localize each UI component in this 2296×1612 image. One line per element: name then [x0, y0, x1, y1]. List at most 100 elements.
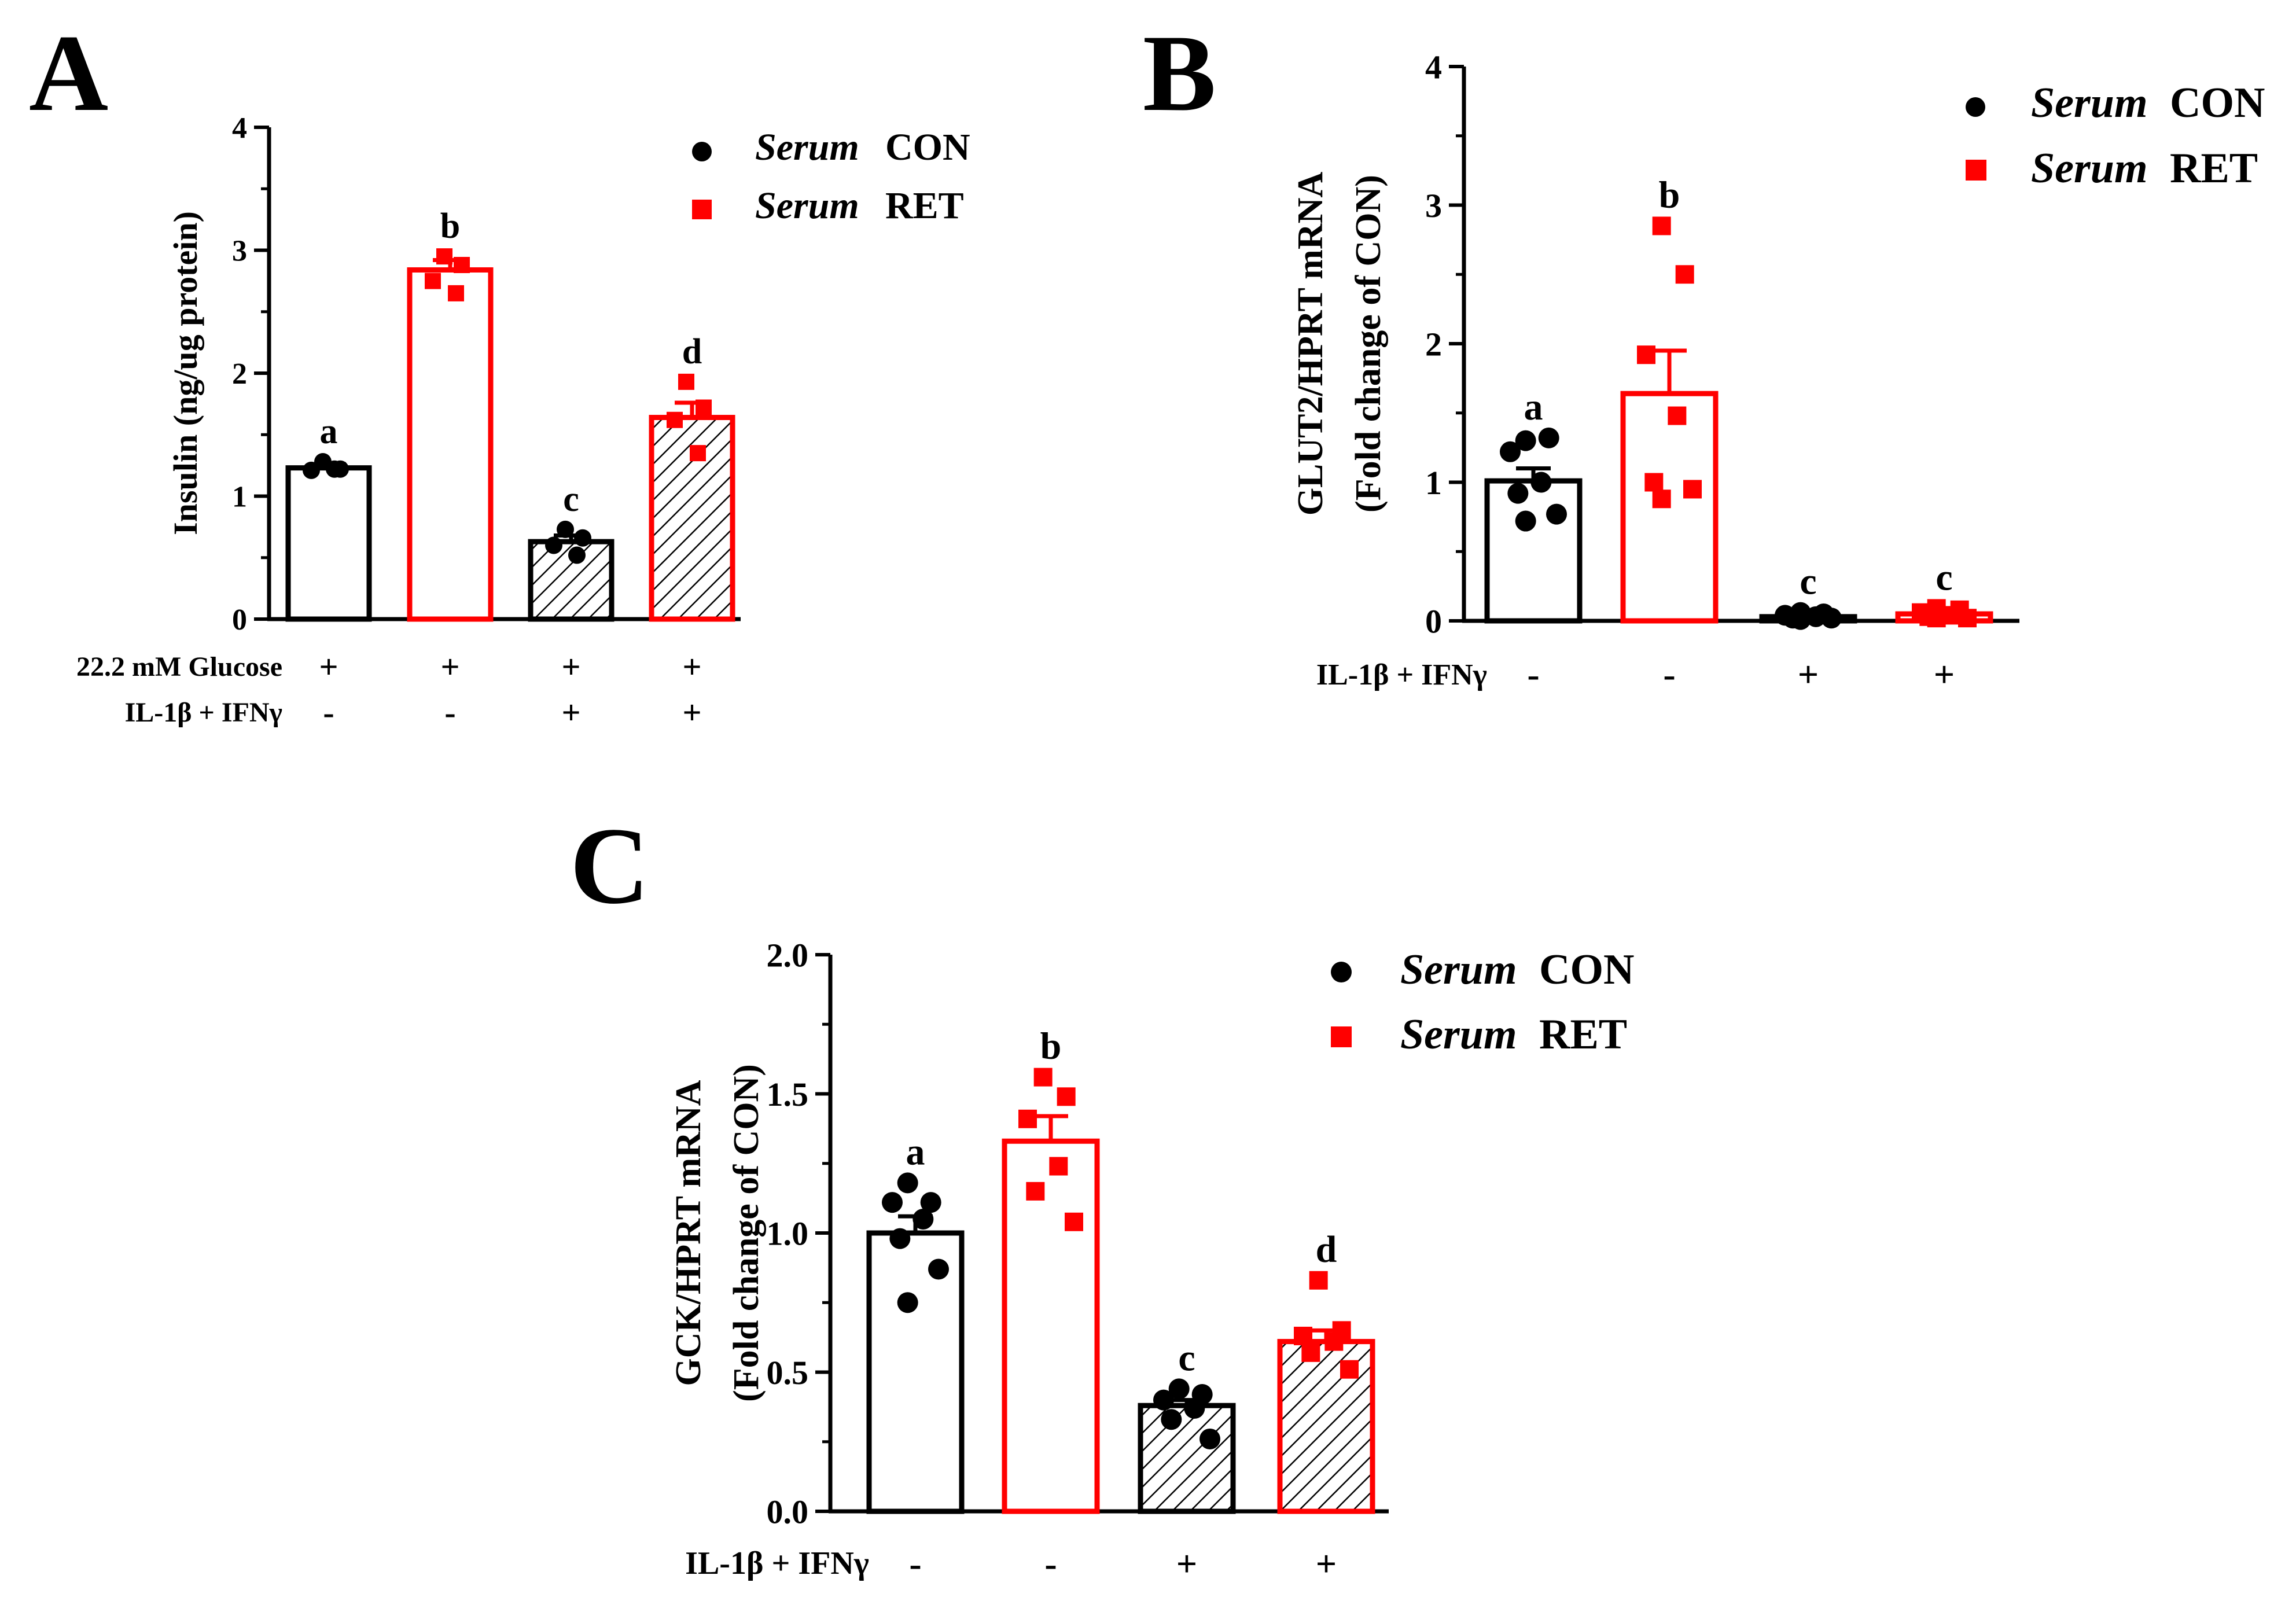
- panel-b-y-tick-label: 0: [1425, 602, 1442, 640]
- panel-c-bar: [866, 1230, 965, 1514]
- panel-c-condition-mark: -: [909, 1543, 921, 1584]
- panel-c-y-tick-label: 0.0: [767, 1493, 809, 1530]
- panel-a-condition-label: 22.2 mM Glucose: [76, 652, 282, 682]
- legend-a: Serum CON Serum RET: [692, 126, 970, 227]
- panel-b-significance-letter: a: [1524, 386, 1543, 428]
- panel-letter-c: C: [570, 805, 649, 927]
- panel-a-condition-mark: +: [561, 648, 580, 686]
- panel-c-condition-mark: -: [1044, 1543, 1057, 1584]
- legend-b-ret-label: RET: [2170, 145, 2258, 192]
- panel-a-data-point: [448, 285, 464, 301]
- legend-a-ret-label: RET: [885, 185, 964, 227]
- panel-b-data-point: [1515, 510, 1536, 532]
- panel-c-significance-letter: d: [1316, 1228, 1337, 1271]
- legend-b-con-marker: [1966, 97, 1985, 117]
- panel-b-y-axis-label: (Fold change of CON): [1349, 175, 1388, 513]
- panel-a-data-point: [690, 445, 706, 462]
- panel-a-y-tick-label: 2: [232, 358, 247, 391]
- panel-c-data-point: [920, 1192, 941, 1213]
- panel-b-data-point: [1500, 441, 1521, 462]
- panel-c-data-point: [912, 1208, 934, 1230]
- panel-c-data-point: [1168, 1378, 1190, 1400]
- legend-a-ret-serum: Serum: [755, 185, 859, 227]
- panel-b-y-tick-label: 2: [1425, 325, 1442, 363]
- panel-a: 0 1 2 3 4 Insulin (ng/ug protein) a b c d 22.2 mM …: [76, 112, 741, 731]
- panel-c-y-tick-label: 1.5: [767, 1076, 809, 1113]
- panel-b-condition-mark: -: [1527, 654, 1539, 695]
- panel-c-bar: [1002, 1138, 1100, 1514]
- legend-b: Serum CON Serum RET: [1966, 79, 2265, 192]
- panel-a-condition-mark: +: [440, 648, 459, 686]
- panel-b-data-point: [1652, 490, 1671, 509]
- panel-a-y-tick-label: 4: [232, 112, 247, 145]
- panel-a-data-point: [436, 248, 452, 265]
- panel-a-bar: [649, 415, 735, 622]
- panel-letter-a: A: [29, 13, 108, 134]
- panel-b-significance-letter: c: [1800, 561, 1816, 603]
- panel-b-data-point: [1538, 427, 1559, 448]
- panel-c-data-point: [1301, 1343, 1320, 1362]
- legend-b-ret-serum: Serum: [2031, 145, 2148, 192]
- panel-b-data-point: [1668, 406, 1687, 425]
- panel-b-data-point: [1546, 503, 1567, 525]
- panel-b-data-point: [1821, 608, 1842, 629]
- panel-a-condition-mark: +: [561, 694, 580, 731]
- legend-c-con-label: CON: [1539, 946, 1634, 993]
- panel-b-condition-label: IL-1β + IFNγ: [1316, 658, 1487, 691]
- panel-a-significance-letter: a: [320, 412, 338, 451]
- panel-c-data-point: [1057, 1087, 1076, 1106]
- panel-a-condition-mark: -: [323, 694, 334, 731]
- panel-c-bar: [1138, 1403, 1236, 1514]
- panel-c-data-point: [882, 1192, 903, 1213]
- panel-b-data-point: [1958, 609, 1977, 628]
- panel-a-condition-label: IL-1β + IFNγ: [125, 697, 282, 728]
- panel-c-y-axis-label: GCK/HPRT mRNA: [669, 1080, 708, 1386]
- panel-a-data-point: [303, 461, 320, 479]
- panel-b-data-point: [1507, 483, 1529, 504]
- panel-c-data-point: [1340, 1360, 1359, 1379]
- panel-c-data-point: [1026, 1182, 1045, 1201]
- legend-b-con-label: CON: [2170, 79, 2265, 127]
- panel-c-condition-mark: +: [1316, 1543, 1337, 1584]
- panel-c-condition-label: IL-1β + IFNγ: [685, 1545, 869, 1581]
- legend-c-con-serum: Serum: [1400, 946, 1517, 993]
- panel-a-data-point: [696, 399, 712, 416]
- panel-b-data-point: [1652, 216, 1671, 235]
- panel-c-significance-letter: a: [906, 1131, 925, 1173]
- panel-b-data-point: [1515, 430, 1536, 451]
- panel-b-condition-mark: +: [1934, 654, 1955, 695]
- panel-b-data-point: [1530, 472, 1552, 493]
- panel-c-data-point: [1033, 1068, 1053, 1087]
- legend-a-con-serum: Serum: [755, 126, 859, 168]
- panel-a-data-point: [425, 273, 441, 289]
- panel-b-significance-letter: c: [1936, 556, 1952, 598]
- panel-b-data-point: [1805, 606, 1827, 627]
- panel-c-data-point: [1065, 1212, 1083, 1231]
- panel-b-data-point: [1644, 473, 1664, 492]
- panel-b-y-axis-label: GLUT2/HPRT mRNA: [1291, 172, 1330, 516]
- panel-a-data-point: [568, 546, 586, 564]
- panel-a-significance-letter: b: [440, 207, 460, 246]
- panel-letter-b: B: [1143, 13, 1216, 134]
- legend-a-con-marker: [692, 142, 712, 161]
- panel-b-y-tick-label: 3: [1425, 187, 1442, 224]
- panel-b-y-tick-label: 4: [1425, 48, 1442, 86]
- panel-c-data-point: [1184, 1398, 1205, 1419]
- panel-c-y-tick-label: 1.0: [767, 1214, 809, 1252]
- panel-b-data-point: [1927, 609, 1946, 628]
- legend-b-ret-marker: [1966, 160, 1986, 181]
- panel-b-bar: [1484, 478, 1583, 624]
- panel-a-data-point: [454, 257, 470, 273]
- panel-a-data-point: [667, 411, 683, 428]
- panel-c-data-point: [897, 1172, 918, 1194]
- panel-b-y-tick-label: 1: [1425, 464, 1442, 502]
- panel-c-significance-letter: b: [1040, 1025, 1062, 1068]
- panel-c-data-point: [1049, 1157, 1068, 1176]
- panel-b-condition-mark: -: [1663, 654, 1675, 695]
- panel-a-y-tick-label: 0: [232, 603, 247, 636]
- legend-c-ret-label: RET: [1539, 1011, 1627, 1058]
- panel-c-y-tick-label: 2.0: [767, 936, 809, 974]
- legend-b-con-serum: Serum: [2031, 79, 2148, 127]
- legend-c: Serum CON Serum RET: [1331, 946, 1634, 1058]
